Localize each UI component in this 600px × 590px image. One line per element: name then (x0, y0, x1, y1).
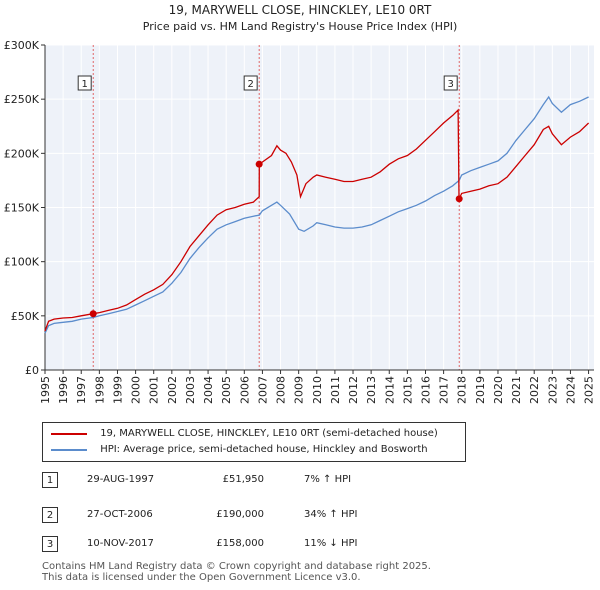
x-tick-label: 2017 (438, 376, 451, 404)
sale-label-box (243, 75, 258, 91)
sale-marker-number: 1 (42, 472, 58, 488)
sale-date: 27-OCT-2006 (87, 509, 153, 520)
x-tick-label: 2018 (456, 376, 469, 404)
sale-label-box (77, 75, 92, 91)
x-tick-label: 2021 (510, 376, 523, 404)
legend-swatch-hpi (51, 448, 87, 451)
x-tick-label: 1997 (75, 376, 88, 404)
legend-item-property: 19, MARYWELL CLOSE, HINCKLEY, LE10 0RT (… (51, 428, 438, 444)
sale-price: £158,000 (216, 538, 264, 549)
x-tick-label: 2009 (293, 376, 306, 404)
y-tick-label: £0 (25, 364, 39, 377)
chart-subtitle: Price paid vs. HM Land Registry's House … (143, 20, 458, 33)
sale-row: 1 29-AUG-1997 £51,950 7% ↑ HPI (42, 472, 442, 492)
legend-label-hpi: HPI: Average price, semi-detached house,… (100, 444, 428, 455)
x-tick-label: 2000 (130, 376, 143, 404)
y-tick-label: £300K (4, 39, 40, 52)
x-tick-label: 2012 (347, 376, 360, 404)
x-tick-label: 2002 (166, 376, 179, 404)
sale-point (455, 195, 463, 203)
x-tick-label: 2007 (256, 376, 269, 404)
y-tick-label: £150K (4, 202, 40, 215)
x-tick-label: 2020 (492, 376, 505, 404)
sale-point (89, 310, 97, 318)
x-tick-label: 2001 (148, 376, 161, 404)
sale-label-number: 2 (247, 79, 253, 90)
y-tick-label: £100K (4, 256, 40, 269)
x-tick-label: 2014 (383, 376, 396, 404)
x-tick-label: 2010 (311, 376, 324, 404)
hpi-line (44, 95, 589, 334)
x-tick-label: 2022 (528, 376, 541, 404)
x-tick-label: 2013 (365, 376, 378, 404)
y-tick-label: £200K (4, 147, 40, 160)
x-tick-label: 2024 (564, 376, 577, 404)
chart-title: 19, MARYWELL CLOSE, HINCKLEY, LE10 0RT (169, 3, 432, 17)
footer: Contains HM Land Registry data © Crown c… (42, 561, 431, 583)
x-tick-label: 2003 (184, 376, 197, 404)
sale-hpi-diff: 11% ↓ HPI (304, 538, 358, 549)
x-tick-label: 1998 (93, 376, 106, 404)
sale-label-number: 3 (448, 79, 454, 90)
x-tick-label: 2004 (202, 376, 215, 404)
sale-row: 2 27-OCT-2006 £190,000 34% ↑ HPI (42, 507, 442, 527)
x-tick-label: 2008 (275, 376, 288, 404)
sale-hpi-diff: 7% ↑ HPI (304, 474, 352, 485)
x-tick-label: 2006 (238, 376, 251, 404)
sale-label-number: 1 (82, 79, 88, 90)
x-tick-label: 2016 (419, 376, 432, 404)
legend-label-property: 19, MARYWELL CLOSE, HINCKLEY, LE10 0RT (… (100, 428, 438, 439)
x-tick-label: 2023 (546, 376, 559, 404)
footer-licence: This data is licensed under the Open Gov… (42, 572, 361, 583)
x-tick-label: 2011 (329, 376, 342, 404)
x-tick-label: 2019 (474, 376, 487, 404)
x-tick-label: 2005 (220, 376, 233, 404)
sale-price: £190,000 (216, 509, 264, 520)
legend-item-hpi: HPI: Average price, semi-detached house,… (51, 444, 428, 460)
price-chart: 19, MARYWELL CLOSE, HINCKLEY, LE10 0RT P… (4, 3, 596, 404)
y-tick-label: £50K (11, 310, 40, 323)
sale-date: 10-NOV-2017 (87, 538, 154, 549)
sale-price: £51,950 (222, 474, 264, 485)
x-tick-label: 1995 (39, 376, 52, 404)
x-tick-label: 2015 (401, 376, 414, 404)
sale-marker-number: 3 (42, 536, 58, 552)
x-tick-label: 1999 (111, 376, 124, 404)
x-tick-label: 2025 (583, 376, 596, 404)
footer-copyright: Contains HM Land Registry data © Crown c… (42, 561, 431, 572)
sale-date: 29-AUG-1997 (87, 474, 155, 485)
property-price-line (44, 108, 590, 332)
sale-point (255, 160, 263, 168)
sale-row: 3 10-NOV-2017 £158,000 11% ↓ HPI (42, 536, 442, 556)
x-tick-label: 1996 (57, 376, 70, 404)
sale-marker-number: 2 (42, 507, 58, 523)
y-tick-label: £250K (4, 93, 40, 106)
legend: 19, MARYWELL CLOSE, HINCKLEY, LE10 0RT (… (42, 422, 466, 462)
sale-hpi-diff: 34% ↑ HPI (304, 509, 358, 520)
sale-label-box (443, 75, 458, 91)
legend-swatch-property (51, 432, 87, 435)
